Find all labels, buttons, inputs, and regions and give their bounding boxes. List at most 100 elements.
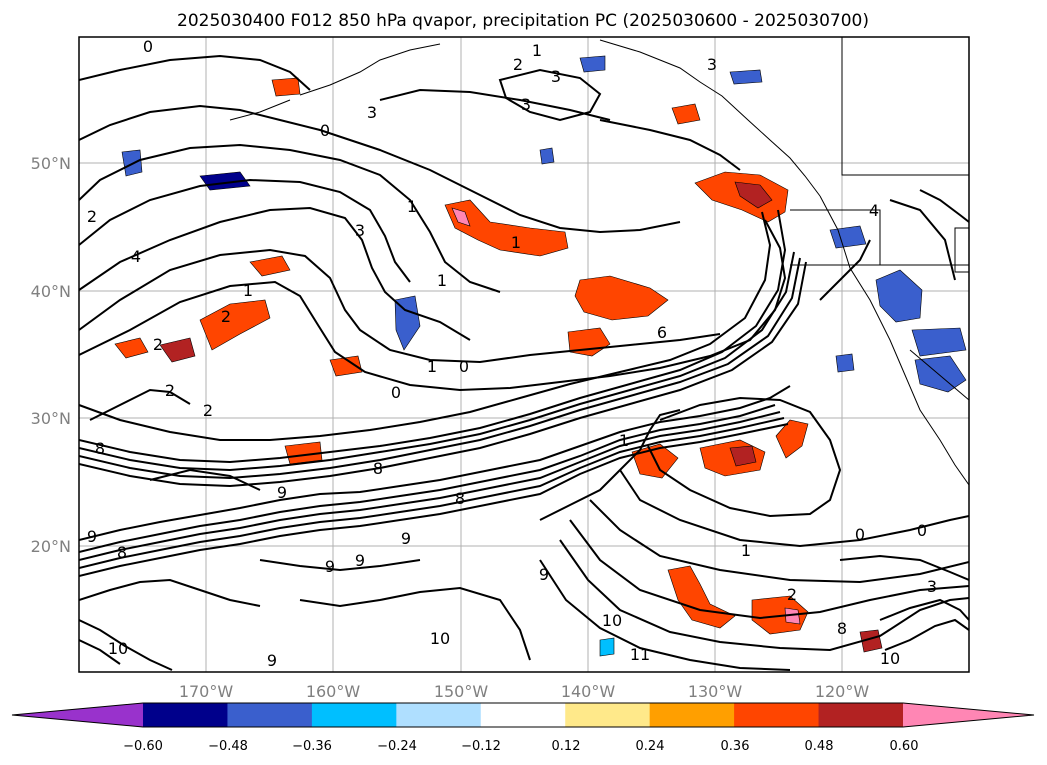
border [954,227,969,273]
precip-blob [835,353,855,373]
colorbar-tick-label: −0.36 [292,739,332,754]
precip-blob [394,295,421,351]
contour-label: 8 [455,489,465,508]
coastlines [229,37,969,486]
precip-blob [775,419,809,459]
qvapor-contours [79,54,969,671]
contour-label: 2 [87,207,97,226]
map-frame [78,36,970,673]
contour-label: 2 [513,55,523,74]
map-background [79,37,969,672]
contour-label: 0 [917,521,927,540]
contour-label: 9 [267,651,277,670]
colorbar-outline [11,702,1035,728]
contour-line [879,598,969,621]
contour-label: 9 [401,529,411,548]
contour-line [889,199,956,281]
contour-line [79,404,776,553]
contour-line [79,206,471,341]
contour-label: 9 [355,551,365,570]
contour-line [647,396,842,518]
colorbar-segment [480,703,566,727]
contour-line [149,468,261,491]
latitude-labels: 50°N 40°N 30°N 20°N [31,154,71,556]
contour-line [619,469,969,548]
contour-label: 9 [325,557,335,576]
colorbar-tick-label: −0.48 [208,739,248,754]
colorbar-extend-low [12,703,143,727]
colorbar-segment [734,703,820,727]
colorbar-segment [311,703,397,727]
contour-line [539,409,681,521]
contour-label: 10 [108,639,128,658]
colorbar-ticks: −0.60 −0.48 −0.36 −0.24 −0.12 0.12 0.24 … [123,739,918,754]
lon-label: 170°W [179,682,234,701]
lon-label: 120°W [815,682,870,701]
contour-label: 0 [143,37,153,56]
contour-label: 2 [153,335,163,354]
contour-line [79,143,501,293]
contour-line [299,586,531,661]
precip-blob [911,327,967,357]
contour-label: 3 [707,55,717,74]
contour-line [79,211,772,441]
lon-label: 150°W [434,682,489,701]
contour-label: 1 [511,233,521,252]
colorbar [11,702,1035,728]
lon-label: 160°W [306,682,361,701]
contour-label: 9 [539,565,549,584]
contour-line [79,209,787,464]
contour-label: 4 [869,201,879,220]
border [909,349,969,401]
contour-line [884,618,969,651]
contour-label: 1 [619,431,629,450]
contour-label: 8 [95,439,105,458]
contour-label: 0 [320,121,330,140]
contour-label: 0 [391,383,401,402]
precip-blob [859,629,883,653]
contour-label: 3 [355,221,365,240]
coastline [299,43,441,96]
contour-label: 10 [430,629,450,648]
colorbar-segment [565,703,651,727]
contour-line [79,261,807,488]
contour-label: 4 [131,247,141,266]
contour-line [79,178,411,283]
contour-line [839,554,969,581]
contour-label: 8 [837,619,847,638]
colorbar-segment [396,703,482,727]
colorbar-tick-label: 0.24 [636,739,665,754]
contour-line [79,411,781,561]
colorbar-tick-label: −0.12 [461,739,501,754]
contour-line [79,104,681,234]
colorbar-segment [227,703,313,727]
precip-blob [829,225,867,249]
contour-label: 3 [551,67,561,86]
contour-label: 11 [630,645,650,664]
precip-blob [574,275,669,321]
contour-line [498,68,602,122]
map-panel: 0 1 2 3 3 3 0 3 1 4 1 2 4 1 0 1 6 2 0 2 … [78,36,970,673]
contour-line [599,119,741,171]
precip-blob [249,255,291,277]
colorbar-segment [649,703,735,727]
contour-label: 9 [277,483,287,502]
contour-label: 1 [243,281,253,300]
contour-label: 1 [532,41,542,60]
contour-line [79,257,801,480]
contour-line [79,423,789,577]
contour-labels: 0 1 2 3 3 3 0 3 1 4 1 2 4 1 0 1 6 2 0 2 … [87,37,937,670]
colorbar-tick-label: −0.24 [377,739,417,754]
coastline [599,39,821,197]
contour-line [589,499,969,584]
lat-label: 50°N [31,154,71,173]
coastline [819,195,969,486]
contour-line [89,388,191,421]
contour-label: 9 [87,527,97,546]
precip-blob [734,181,773,209]
contour-line [539,559,791,671]
colorbar-extend-high [903,703,1034,727]
contour-line [819,239,871,301]
contour-line [79,639,121,665]
